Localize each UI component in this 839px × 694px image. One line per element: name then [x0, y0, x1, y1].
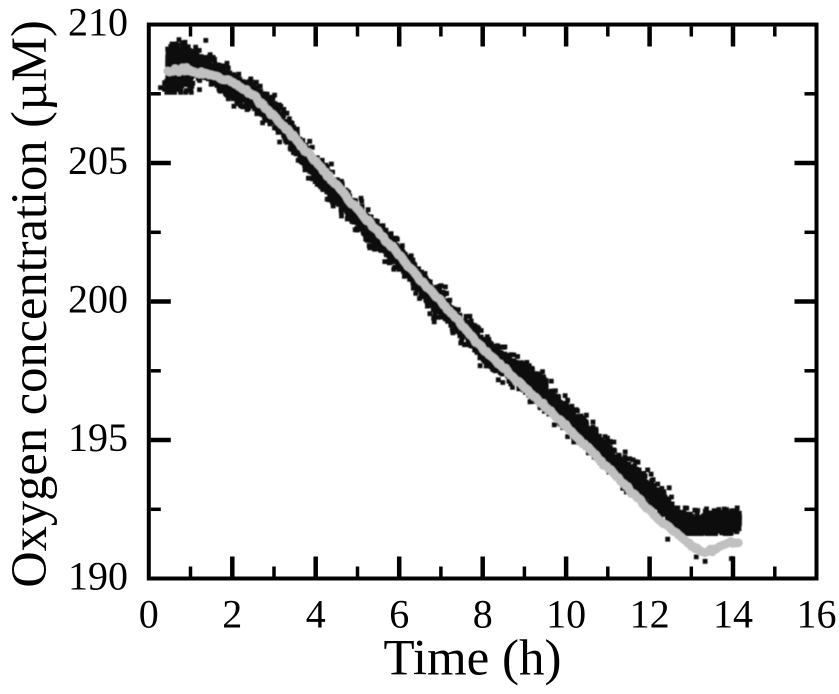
svg-text:16: 16	[797, 592, 837, 637]
svg-text:12: 12	[630, 592, 670, 637]
svg-text:200: 200	[68, 276, 128, 321]
svg-text:Time (h): Time (h)	[383, 631, 561, 687]
svg-text:6: 6	[389, 592, 409, 637]
svg-text:210: 210	[68, 0, 128, 44]
svg-text:Oxygen concentration (µM): Oxygen concentration (µM)	[1, 20, 57, 588]
svg-text:0: 0	[139, 592, 159, 637]
svg-text:2: 2	[222, 592, 242, 637]
svg-text:190: 190	[68, 553, 128, 598]
svg-text:10: 10	[546, 592, 586, 637]
svg-text:4: 4	[306, 592, 326, 637]
svg-text:8: 8	[473, 592, 493, 637]
svg-text:195: 195	[68, 415, 128, 460]
svg-text:14: 14	[713, 592, 753, 637]
svg-text:205: 205	[68, 138, 128, 183]
